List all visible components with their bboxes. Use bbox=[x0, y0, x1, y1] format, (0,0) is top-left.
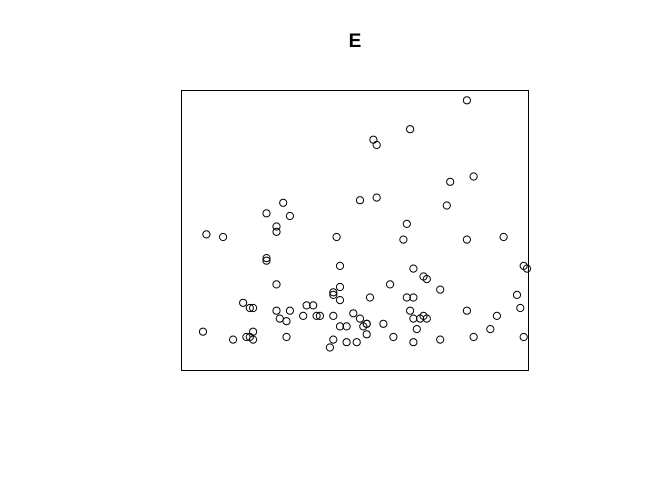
data-point-24 bbox=[409, 264, 418, 273]
data-point-13 bbox=[272, 227, 281, 236]
data-point-16 bbox=[219, 232, 228, 242]
data-point-44 bbox=[245, 303, 254, 313]
data-point-23 bbox=[335, 261, 345, 270]
data-point-58 bbox=[355, 314, 365, 323]
data-point-86 bbox=[409, 338, 418, 347]
data-point-54 bbox=[329, 311, 338, 320]
data-point-30 bbox=[335, 282, 345, 292]
data-point-62 bbox=[422, 314, 431, 323]
data-point-10 bbox=[262, 209, 271, 218]
data-point-76 bbox=[229, 335, 238, 344]
data-point-12 bbox=[272, 222, 281, 231]
data-point-69 bbox=[412, 325, 421, 334]
data-point-75 bbox=[249, 335, 258, 344]
data-point-31 bbox=[386, 280, 395, 289]
data-point-21 bbox=[262, 254, 271, 263]
data-point-40 bbox=[239, 298, 248, 307]
data-point-87 bbox=[325, 343, 334, 352]
data-point-9 bbox=[279, 198, 288, 207]
data-point-43 bbox=[249, 303, 258, 313]
chart-title: E bbox=[349, 31, 362, 52]
data-point-71 bbox=[249, 327, 258, 336]
data-point-78 bbox=[362, 330, 371, 339]
data-point-68 bbox=[379, 319, 388, 328]
data-point-82 bbox=[519, 332, 528, 342]
data-point-7 bbox=[355, 196, 365, 205]
data-point-29 bbox=[272, 280, 281, 289]
data-point-39 bbox=[335, 296, 345, 305]
data-point-63 bbox=[492, 311, 501, 320]
data-point-22 bbox=[262, 256, 271, 265]
data-point-48 bbox=[516, 303, 525, 313]
data-point-14 bbox=[402, 219, 411, 228]
data-point-85 bbox=[352, 338, 361, 347]
plot-box bbox=[181, 90, 529, 371]
data-point-37 bbox=[409, 293, 418, 302]
data-point-17 bbox=[332, 232, 341, 242]
data-point-84 bbox=[342, 338, 351, 347]
data-point-42 bbox=[309, 301, 318, 310]
data-point-36 bbox=[402, 293, 411, 302]
data-point-53 bbox=[315, 311, 324, 320]
data-point-52 bbox=[312, 311, 321, 320]
data-point-5 bbox=[469, 172, 478, 181]
data-point-79 bbox=[389, 332, 398, 342]
data-point-49 bbox=[349, 309, 358, 318]
data-point-35 bbox=[365, 293, 375, 302]
data-point-1 bbox=[406, 125, 415, 134]
data-point-81 bbox=[469, 332, 478, 342]
data-point-15 bbox=[202, 230, 211, 239]
data-point-50 bbox=[406, 306, 415, 315]
data-point-8 bbox=[372, 193, 381, 202]
data-point-0 bbox=[462, 96, 471, 105]
data-point-41 bbox=[302, 301, 311, 310]
data-point-67 bbox=[362, 319, 371, 328]
data-point-45 bbox=[272, 306, 281, 315]
data-point-33 bbox=[329, 288, 338, 297]
data-point-19 bbox=[462, 235, 471, 244]
data-point-18 bbox=[399, 235, 408, 244]
data-point-83 bbox=[329, 335, 338, 344]
data-point-60 bbox=[409, 314, 418, 323]
data-point-3 bbox=[372, 140, 381, 150]
data-point-4 bbox=[446, 177, 455, 186]
data-point-38 bbox=[512, 290, 522, 299]
data-point-65 bbox=[342, 322, 351, 331]
data-point-57 bbox=[282, 317, 291, 326]
data-point-51 bbox=[299, 311, 308, 320]
data-point-70 bbox=[486, 325, 495, 334]
data-point-6 bbox=[442, 201, 451, 210]
data-point-64 bbox=[335, 322, 345, 331]
data-point-20 bbox=[499, 232, 508, 242]
data-point-47 bbox=[462, 306, 471, 315]
data-point-11 bbox=[285, 211, 294, 221]
data-point-46 bbox=[285, 306, 294, 315]
data-point-56 bbox=[275, 314, 284, 323]
data-point-34 bbox=[329, 290, 338, 299]
data-point-61 bbox=[416, 314, 425, 323]
data-point-80 bbox=[436, 335, 445, 344]
data-point-26 bbox=[422, 275, 431, 284]
points-group bbox=[198, 96, 532, 352]
data-point-28 bbox=[522, 264, 532, 273]
data-point-32 bbox=[436, 285, 445, 294]
data-point-72 bbox=[198, 327, 208, 336]
data-point-2 bbox=[369, 135, 378, 144]
data-point-77 bbox=[282, 332, 291, 342]
